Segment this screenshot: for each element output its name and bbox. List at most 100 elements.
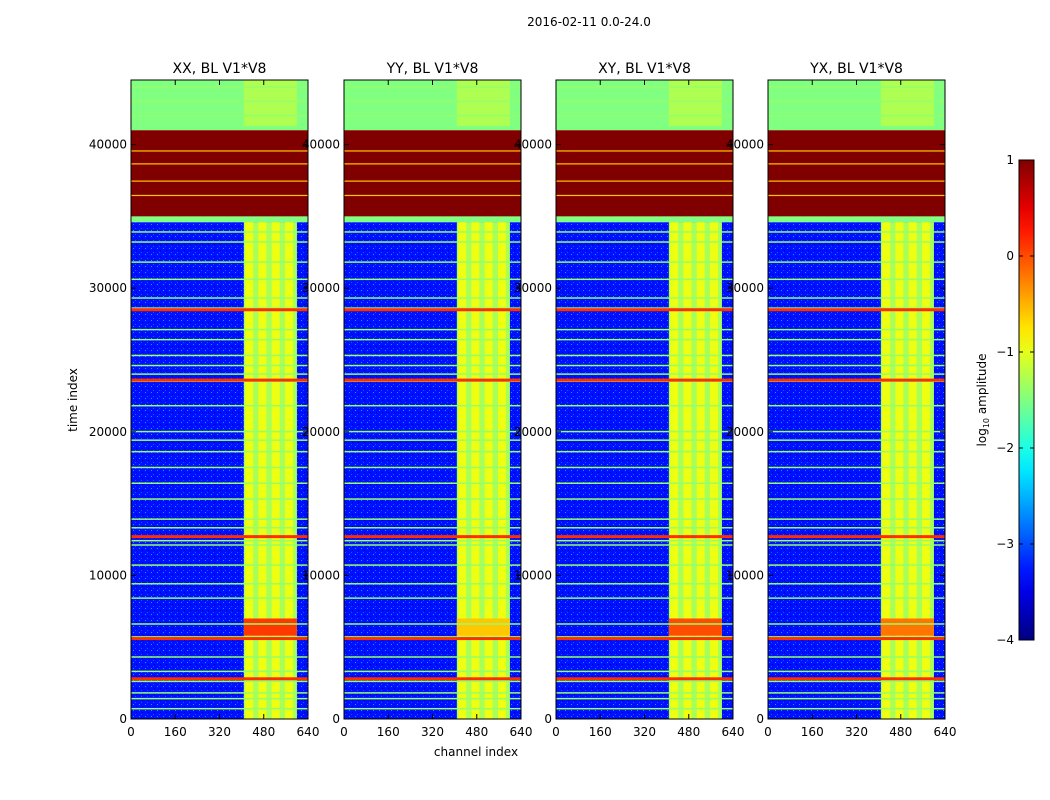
x-tick-label: 320: [845, 725, 868, 739]
rfi-line: [768, 670, 945, 673]
rfi-line: [556, 670, 733, 673]
strong-rfi-line: [768, 637, 945, 641]
rfi-line: [768, 636, 945, 638]
rfi-line: [556, 439, 733, 441]
rfi-line: [344, 692, 521, 694]
rfi-line: [131, 180, 308, 182]
channel-stripe: [683, 222, 692, 719]
y-tick-label: 20000: [302, 425, 340, 439]
colorbar-gradient: [1018, 159, 1035, 641]
rfi-line: [768, 150, 945, 152]
channel-stripe: [670, 222, 679, 719]
rfi-line: [556, 539, 733, 542]
colorbar: −4 −3 −2 −1 0 1 log10 amplitude: [975, 153, 1035, 647]
rfi-line: [131, 527, 308, 529]
rfi-line: [131, 86, 308, 88]
rfi-line: [768, 518, 945, 520]
panel-title: YY, BL V1*V8: [386, 61, 479, 77]
rfi-line: [344, 231, 521, 233]
rfi-line: [768, 404, 945, 407]
rfi-line: [768, 261, 945, 263]
rfi-line: [344, 670, 521, 673]
rfi-line: [131, 114, 308, 117]
channel-stripe: [921, 222, 930, 719]
rfi-line: [344, 544, 521, 546]
x-tick-label: 480: [889, 725, 912, 739]
rfi-line: [131, 680, 308, 683]
rfi-line: [768, 450, 945, 453]
rfi-line: [556, 636, 733, 638]
rfi-line: [344, 564, 521, 566]
rfi-line: [556, 241, 733, 243]
rfi-line: [131, 597, 308, 599]
panel-title: XY, BL V1*V8: [598, 61, 691, 77]
rfi-line: [768, 430, 945, 433]
rfi-line: [131, 241, 308, 243]
y-tick-label: 0: [332, 712, 340, 726]
x-tick-label: 640: [510, 725, 533, 739]
rfi-line: [344, 328, 521, 331]
rfi-line: [556, 623, 733, 625]
rfi-line: [344, 297, 521, 299]
rfi-line: [768, 307, 945, 309]
colorbar-tick-label: −3: [996, 537, 1014, 551]
rfi-line: [556, 307, 733, 309]
strong-rfi-line: [344, 308, 521, 312]
rfi-line: [556, 328, 733, 331]
hot-band: [243, 618, 297, 636]
y-tick-label: 30000: [302, 281, 340, 295]
y-tick-label: 10000: [89, 568, 127, 582]
x-tick-label: 480: [465, 725, 488, 739]
colorbar-label: log10 amplitude: [975, 354, 991, 447]
gap-region: [768, 216, 945, 223]
saturated-region: [344, 130, 521, 217]
rfi-line: [768, 623, 945, 625]
rfi-line: [131, 636, 308, 638]
rfi-line: [556, 564, 733, 566]
rfi-line: [344, 583, 521, 585]
x-tick-label: 0: [127, 725, 135, 739]
rfi-line: [768, 482, 945, 485]
y-tick-label: 20000: [89, 425, 127, 439]
rfi-line: [556, 180, 733, 182]
channel-stripe: [709, 222, 718, 719]
rfi-line: [556, 100, 733, 103]
panel-title: XX, BL V1*V8: [173, 61, 267, 77]
channel-stripe: [497, 222, 506, 719]
rfi-line: [131, 697, 308, 700]
rfi-line: [768, 278, 945, 281]
strong-rfi-line: [768, 378, 945, 382]
strong-rfi-line: [131, 535, 308, 539]
rfi-line: [131, 163, 308, 165]
rfi-line: [131, 328, 308, 331]
rfi-line: [131, 278, 308, 281]
y-tick-label: 30000: [89, 281, 127, 295]
x-tick-label: 160: [164, 725, 187, 739]
rfi-line: [556, 430, 733, 433]
rfi-line: [344, 439, 521, 441]
rfi-line: [131, 307, 308, 309]
rfi-line: [344, 241, 521, 243]
heatmap-image: [131, 80, 308, 719]
rfi-line: [556, 338, 733, 341]
x-tick-label: 0: [764, 725, 772, 739]
rfi-line: [344, 86, 521, 88]
strong-rfi-line: [344, 535, 521, 539]
rfi-line: [768, 527, 945, 529]
rfi-line: [556, 278, 733, 281]
y-tick-label: 30000: [726, 281, 764, 295]
y-tick-label: 40000: [302, 138, 340, 152]
rfi-line: [131, 482, 308, 485]
rfi-line: [131, 692, 308, 694]
rfi-line: [131, 430, 308, 433]
strong-rfi-line: [131, 308, 308, 312]
rfi-line: [344, 597, 521, 599]
y-tick-label: 20000: [726, 425, 764, 439]
x-tick-label: 0: [340, 725, 348, 739]
rfi-line: [768, 328, 945, 331]
panel-title: YX, BL V1*V8: [809, 61, 903, 77]
panel-1: 0 160 320 480 640 0 10000 20000 30000 40000 XX, BL…: [89, 61, 320, 739]
rfi-line: [768, 680, 945, 683]
panel-2: 0 160 320 480 640 0 10000 20000 30000 40000 YY, BL…: [302, 61, 533, 739]
rfi-line: [768, 539, 945, 542]
